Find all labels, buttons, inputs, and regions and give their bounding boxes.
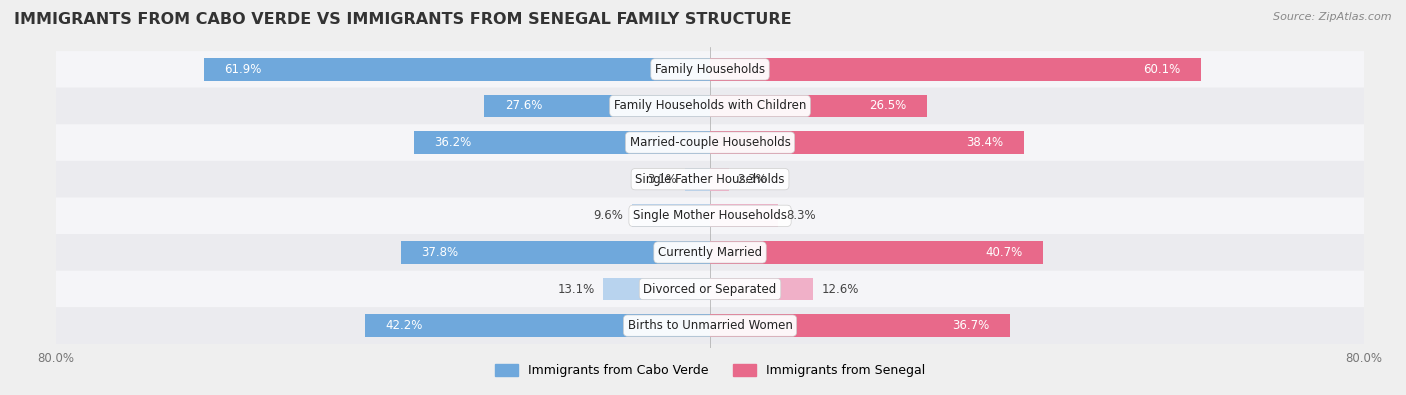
Bar [485,95,710,117]
Text: 37.8%: 37.8% [422,246,458,259]
Text: 26.5%: 26.5% [869,100,905,113]
Text: 60.1%: 60.1% [1143,63,1181,76]
Text: 38.4%: 38.4% [966,136,1004,149]
Text: 36.7%: 36.7% [952,319,990,332]
Text: 8.3%: 8.3% [786,209,815,222]
Legend: Immigrants from Cabo Verde, Immigrants from Senegal: Immigrants from Cabo Verde, Immigrants f… [495,364,925,377]
FancyBboxPatch shape [48,198,1372,234]
Text: 27.6%: 27.6% [505,100,543,113]
FancyBboxPatch shape [48,271,1372,307]
Bar [710,131,1024,154]
Bar [366,314,710,337]
Text: Family Households with Children: Family Households with Children [614,100,806,113]
Bar [710,168,728,190]
Text: 3.1%: 3.1% [647,173,676,186]
Text: Source: ZipAtlas.com: Source: ZipAtlas.com [1274,12,1392,22]
Bar [603,278,710,300]
Text: Single Mother Households: Single Mother Households [633,209,787,222]
Text: 40.7%: 40.7% [986,246,1022,259]
Text: 61.9%: 61.9% [225,63,262,76]
Bar [204,58,710,81]
Bar [710,205,778,227]
Text: 42.2%: 42.2% [385,319,423,332]
Bar [710,314,1010,337]
Text: IMMIGRANTS FROM CABO VERDE VS IMMIGRANTS FROM SENEGAL FAMILY STRUCTURE: IMMIGRANTS FROM CABO VERDE VS IMMIGRANTS… [14,12,792,27]
Text: Divorced or Separated: Divorced or Separated [644,282,776,295]
FancyBboxPatch shape [48,161,1372,198]
FancyBboxPatch shape [48,234,1372,271]
Bar [415,131,710,154]
Bar [710,241,1043,264]
FancyBboxPatch shape [48,124,1372,161]
Text: 12.6%: 12.6% [821,282,859,295]
Text: 2.3%: 2.3% [737,173,766,186]
FancyBboxPatch shape [48,88,1372,124]
Text: Family Households: Family Households [655,63,765,76]
Bar [631,205,710,227]
Text: Births to Unmarried Women: Births to Unmarried Women [627,319,793,332]
Bar [710,58,1201,81]
Text: Single Father Households: Single Father Households [636,173,785,186]
Bar [710,95,927,117]
Text: 9.6%: 9.6% [593,209,623,222]
Bar [401,241,710,264]
Text: Married-couple Households: Married-couple Households [630,136,790,149]
Bar [685,168,710,190]
Text: 13.1%: 13.1% [558,282,595,295]
Text: 36.2%: 36.2% [434,136,472,149]
Text: Currently Married: Currently Married [658,246,762,259]
Bar [710,278,813,300]
FancyBboxPatch shape [48,307,1372,344]
FancyBboxPatch shape [48,51,1372,88]
